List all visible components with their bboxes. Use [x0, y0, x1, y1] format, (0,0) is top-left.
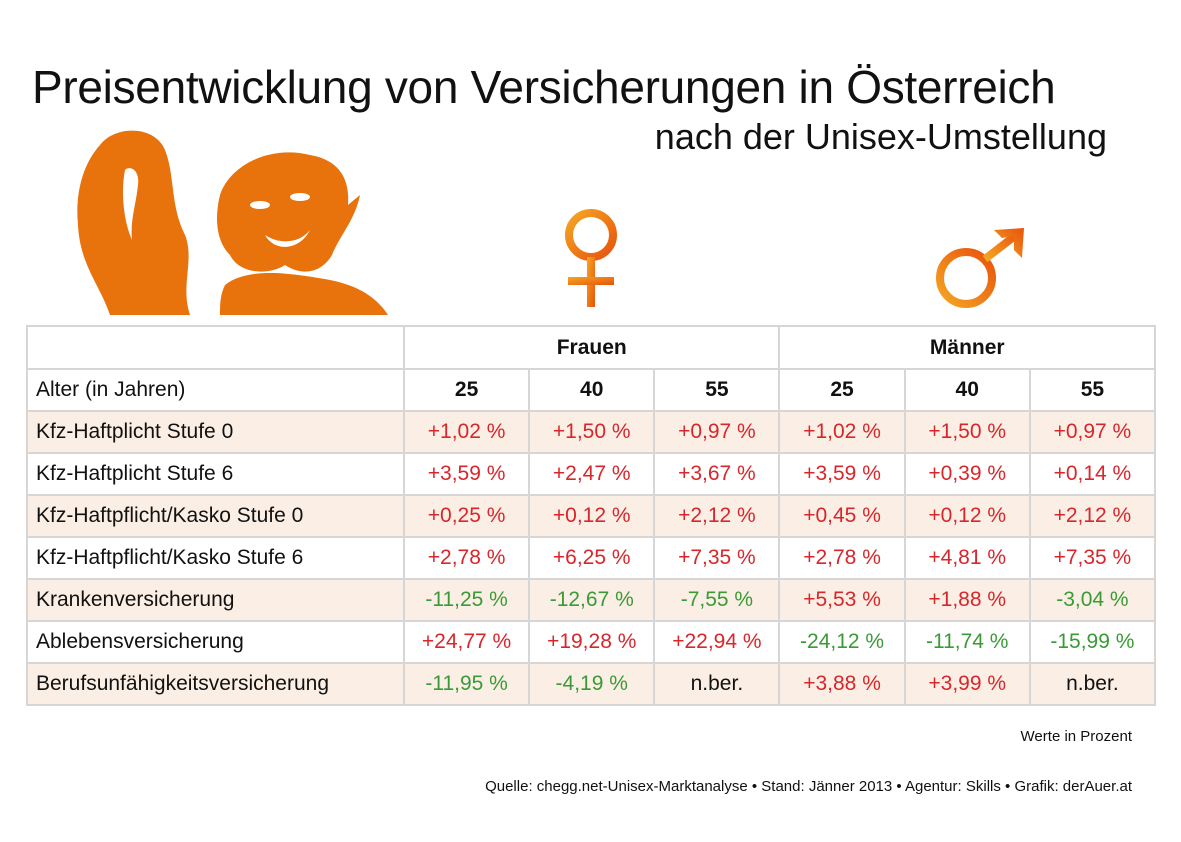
unit-note: Werte in Prozent [1020, 728, 1132, 745]
row-header-label: Alter (in Jahren) [26, 368, 405, 412]
value-cell: +3,67 % [653, 452, 781, 496]
table-row: Kfz-Haftpflicht/Kasko Stufe 6 +2,78 % +6,2… [26, 536, 1157, 580]
value-cell: +22,94 % [653, 620, 781, 664]
value-cell: +6,25 % [528, 536, 656, 580]
table-row: Kfz-Haftplicht Stufe 6 +3,59 % +2,47 % +3,6… [26, 452, 1157, 496]
value-cell: +0,39 % [903, 452, 1031, 496]
insurance-type-label: Kfz-Haftplicht Stufe 6 [26, 452, 405, 496]
table-row: Kfz-Haftplicht Stufe 0 +1,02 % +1,50 % +0,9… [26, 410, 1157, 454]
value-cell: +24,77 % [402, 620, 531, 664]
age-column-header: 55 [1028, 368, 1157, 412]
value-cell: +1,02 % [402, 410, 531, 454]
page-subtitle: nach der Unisex-Umstellung [654, 116, 1107, 157]
age-column-header: 40 [903, 368, 1031, 412]
value-cell: +2,12 % [1028, 494, 1157, 538]
value-cell: +4,81 % [903, 536, 1031, 580]
value-cell: +3,99 % [903, 662, 1031, 706]
value-cell: +3,59 % [402, 452, 531, 496]
value-cell: -11,74 % [903, 620, 1031, 664]
value-cell: -4,19 % [528, 662, 656, 706]
value-cell: +3,59 % [778, 452, 906, 496]
value-cell: +19,28 % [528, 620, 656, 664]
value-cell: +5,53 % [778, 578, 906, 622]
value-cell: +2,78 % [402, 536, 531, 580]
page-title: Preisentwicklung von Versicherungen in Ö… [32, 61, 1056, 113]
value-cell: +1,50 % [903, 410, 1031, 454]
group-header-row: Frauen Männer [26, 325, 1156, 370]
age-column-header: 55 [653, 368, 781, 412]
couple-illustration-icon [77, 130, 388, 315]
value-cell: +0,97 % [653, 410, 781, 454]
value-cell: +0,14 % [1028, 452, 1157, 496]
male-symbol-icon [936, 228, 1024, 308]
table-row: Berufsunfähigkeitsversicherung -11,95 % -4… [26, 662, 1157, 706]
value-cell: -3,04 % [1028, 578, 1157, 622]
value-cell: -7,55 % [653, 578, 781, 622]
value-cell: +0,12 % [528, 494, 656, 538]
age-header-row: Alter (in Jahren) 25 40 55 25 40 55 [26, 368, 1157, 412]
value-cell: -15,99 % [1028, 620, 1157, 664]
value-cell: -12,67 % [528, 578, 656, 622]
value-cell: +0,25 % [402, 494, 531, 538]
group-header-maenner: Männer [778, 325, 1156, 370]
age-column-header: 25 [402, 368, 531, 412]
insurance-type-label: Kfz-Haftpflicht/Kasko Stufe 6 [26, 536, 405, 580]
insurance-type-label: Berufsunfähigkeitsversicherung [26, 662, 405, 706]
age-column-header: 40 [528, 368, 656, 412]
value-cell: n.ber. [1028, 662, 1157, 706]
insurance-type-label: Ablebensversicherung [26, 620, 405, 664]
value-cell: -24,12 % [778, 620, 906, 664]
value-cell: +0,97 % [1028, 410, 1157, 454]
value-cell: +7,35 % [1028, 536, 1157, 580]
value-cell: +2,47 % [528, 452, 656, 496]
table-row: Krankenversicherung -11,25 % -12,67 % -7,55… [26, 578, 1157, 622]
value-cell: +2,78 % [778, 536, 906, 580]
value-cell: +0,45 % [778, 494, 906, 538]
value-cell: +0,12 % [903, 494, 1031, 538]
value-cell: -11,25 % [402, 578, 531, 622]
insurance-type-label: Krankenversicherung [26, 578, 405, 622]
value-cell: +7,35 % [653, 536, 781, 580]
age-column-header: 25 [778, 368, 906, 412]
price-change-table: Frauen Männer Alter (in Jahren) 25 40 55… [26, 325, 1157, 706]
source-line: Quelle: chegg.net-Unisex-Marktanalyse • … [485, 778, 1132, 795]
insurance-type-label: Kfz-Haftpflicht/Kasko Stufe 0 [26, 494, 405, 538]
value-cell: +3,88 % [778, 662, 906, 706]
value-cell: +2,12 % [653, 494, 781, 538]
value-cell: +1,88 % [903, 578, 1031, 622]
value-cell: +1,02 % [778, 410, 906, 454]
value-cell: +1,50 % [528, 410, 656, 454]
insurance-type-label: Kfz-Haftplicht Stufe 0 [26, 410, 405, 454]
table-row: Ablebensversicherung +24,77 % +19,28 % +22,… [26, 620, 1157, 664]
female-symbol-icon [565, 209, 617, 307]
table-row: Kfz-Haftpflicht/Kasko Stufe 0 +0,25 % +0,1… [26, 494, 1157, 538]
value-cell: -11,95 % [402, 662, 531, 706]
empty-header-cell [26, 325, 405, 370]
group-header-frauen: Frauen [402, 325, 781, 370]
value-cell: n.ber. [653, 662, 781, 706]
